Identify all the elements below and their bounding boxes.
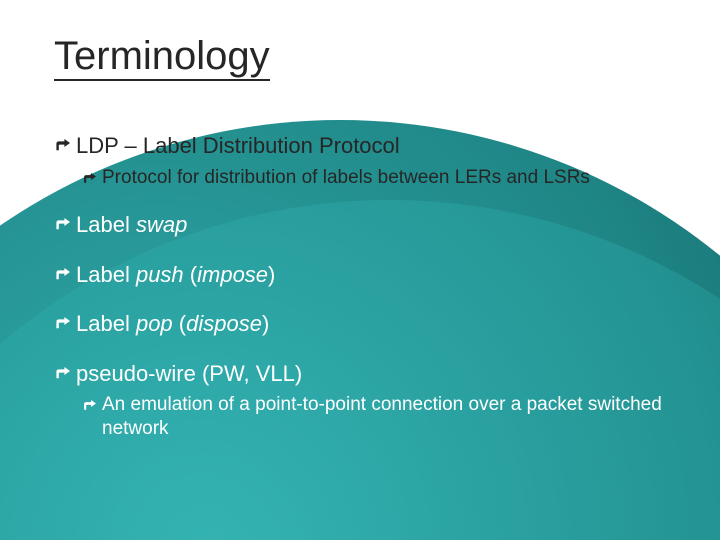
bullet-text: An emulation of a point-to-point connect… xyxy=(102,393,680,441)
bullet-text: Protocol for distribution of labels betw… xyxy=(102,166,590,190)
curved-arrow-icon xyxy=(54,317,70,333)
bullet-level1: Label push (impose) xyxy=(54,261,680,289)
bullet-text: Label pop (dispose) xyxy=(76,310,269,338)
bullet-level2: An emulation of a point-to-point connect… xyxy=(82,393,680,441)
slide-title: Terminology xyxy=(54,34,270,81)
bullet-text: Label swap xyxy=(76,211,187,239)
curved-arrow-icon xyxy=(82,173,96,187)
slide: Terminology LDP – Label Distribution Pro… xyxy=(0,0,720,540)
curved-arrow-icon xyxy=(54,268,70,284)
curved-arrow-icon xyxy=(54,139,70,155)
bullet-text: Label push (impose) xyxy=(76,261,275,289)
slide-body: LDP – Label Distribution Protocol Protoc… xyxy=(54,132,680,463)
bullet-level1: LDP – Label Distribution Protocol xyxy=(54,132,680,160)
curved-arrow-icon xyxy=(54,367,70,383)
bullet-level1: Label swap xyxy=(54,211,680,239)
bullet-level1: Label pop (dispose) xyxy=(54,310,680,338)
bullet-text: pseudo-wire (PW, VLL) xyxy=(76,360,302,388)
bullet-level1: pseudo-wire (PW, VLL) xyxy=(54,360,680,388)
curved-arrow-icon xyxy=(54,218,70,234)
bullet-level2: Protocol for distribution of labels betw… xyxy=(82,166,680,190)
slide-title-block: Terminology xyxy=(54,34,270,81)
curved-arrow-icon xyxy=(82,400,96,414)
bullet-text: LDP – Label Distribution Protocol xyxy=(76,132,400,160)
